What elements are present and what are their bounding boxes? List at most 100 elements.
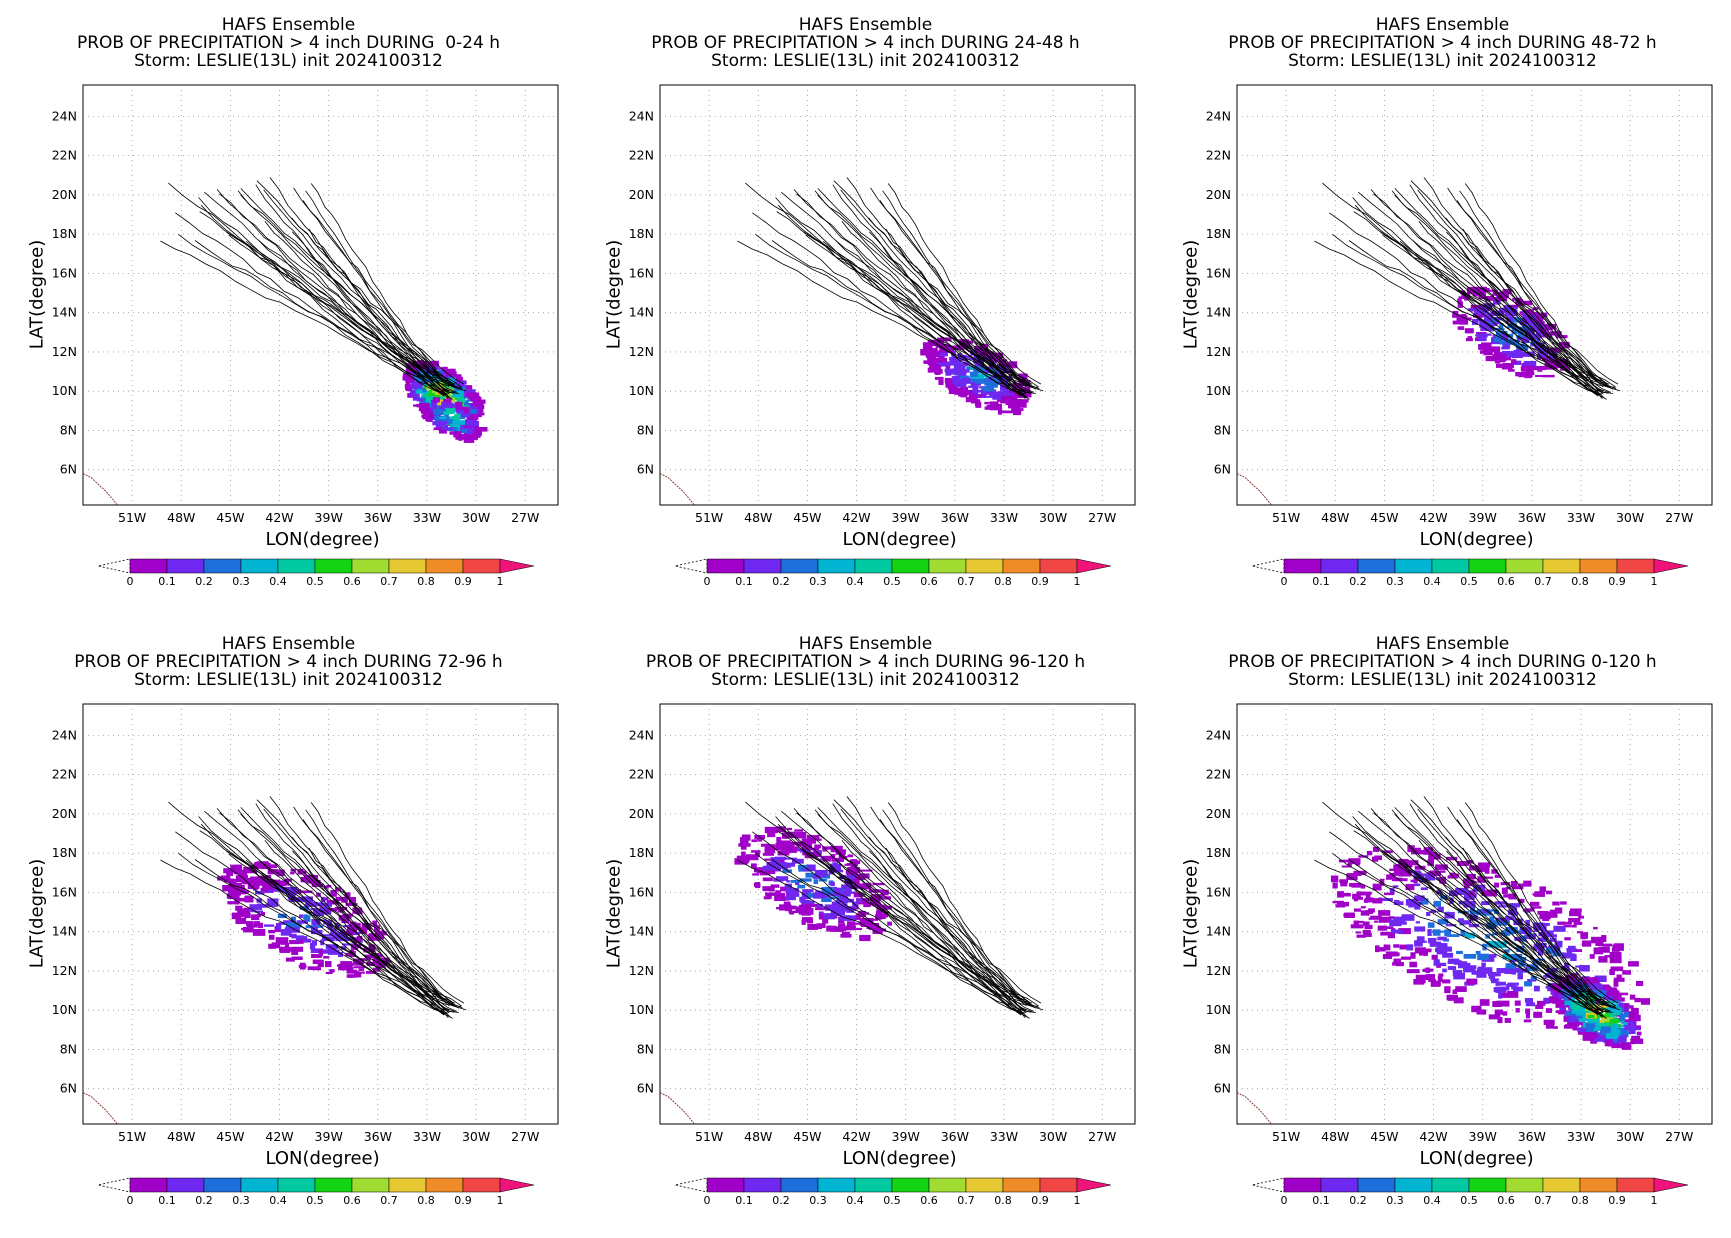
precip-cell — [853, 927, 863, 931]
colorbar-segment — [891, 1177, 930, 1193]
lon-tick-label: 36W — [364, 510, 392, 525]
precip-cell — [922, 342, 933, 350]
precip-cell — [441, 401, 447, 408]
precip-cell — [421, 409, 433, 413]
precip-cell — [1463, 317, 1472, 321]
precip-cell — [1605, 1033, 1618, 1039]
colorbar-segment — [277, 558, 316, 574]
precip-cell — [262, 884, 274, 892]
colorbar-tick-label: 1 — [1651, 575, 1658, 588]
lon-tick-label: 30W — [1616, 1129, 1644, 1144]
precip-cell — [1564, 937, 1571, 941]
track-line — [879, 819, 1027, 1007]
precip-cell — [1481, 967, 1493, 974]
precip-cell — [1413, 979, 1424, 985]
track-line — [781, 191, 1037, 390]
precip-cell — [1587, 1017, 1600, 1023]
precip-cell — [1533, 985, 1540, 992]
precip-cell — [854, 883, 864, 888]
precip-cell — [1517, 973, 1523, 980]
track-line — [160, 859, 461, 1007]
precip-cell — [1591, 936, 1603, 944]
precip-cell — [1544, 934, 1557, 938]
precip-cell — [1365, 894, 1371, 900]
colorbar-segment — [743, 558, 782, 574]
precip-cell — [1558, 999, 1570, 1005]
colorbar-tick-label: 0.2 — [772, 575, 790, 588]
precip-cell — [1511, 970, 1516, 975]
precip-cell — [1594, 975, 1607, 982]
precip-cell — [299, 914, 304, 918]
precip-cell — [1630, 1038, 1644, 1044]
precip-cell — [244, 895, 254, 903]
precip-cell — [1410, 952, 1416, 959]
lon-tick-label: 27W — [511, 510, 539, 525]
precip-cell — [250, 910, 256, 913]
precip-cell — [840, 890, 852, 895]
precip-cell — [1378, 916, 1392, 923]
precip-cell — [1529, 367, 1537, 370]
precip-cell — [1501, 350, 1514, 355]
precip-cell — [319, 934, 333, 937]
precip-cell — [1393, 916, 1402, 923]
precip-cell — [935, 369, 941, 376]
precip-cell — [1592, 989, 1597, 993]
precip-cell — [1466, 330, 1472, 334]
precip-cell — [1498, 991, 1503, 999]
precip-cell — [1566, 947, 1577, 952]
colorbar: 0 0.1 0.2 0.3 0.4 0.5 0.6 0.7 0.8 0.9 1 — [97, 1177, 535, 1207]
precip-cell — [1389, 919, 1402, 927]
precip-cell — [833, 926, 847, 931]
track-line — [796, 193, 1032, 385]
precip-cell — [349, 950, 356, 957]
precip-cell — [433, 409, 447, 414]
precip-cell — [1352, 893, 1361, 900]
colorbar-segment — [780, 1177, 819, 1193]
precip-cell — [806, 864, 816, 872]
colorbar-tick-label: 0.3 — [809, 575, 827, 588]
precip-cell — [1545, 1008, 1552, 1013]
precip-cell — [266, 879, 277, 885]
precip-cell — [1348, 858, 1361, 865]
precip-cell — [1495, 981, 1500, 986]
colorbar-under — [97, 1177, 131, 1193]
precip-cell — [405, 382, 411, 389]
colorbar-tick-label: 0 — [127, 575, 134, 588]
precip-cell — [970, 378, 983, 383]
colorbar-segment — [203, 558, 242, 574]
precip-cell — [872, 918, 879, 921]
precip-cell — [1624, 1025, 1635, 1031]
colorbar-tick-label: 0.4 — [1423, 1194, 1441, 1207]
precip-cell — [228, 886, 241, 894]
colorbar-segment — [1616, 558, 1655, 574]
precip-cell — [1552, 901, 1560, 906]
precip-cell — [1456, 315, 1468, 322]
track-line — [777, 204, 1022, 396]
precip-cell — [1597, 985, 1610, 990]
colorbar-tick-label: 0.6 — [343, 1194, 361, 1207]
precip-cell — [348, 969, 358, 973]
lat-tick-label: 14N — [52, 924, 77, 939]
precip-cell — [845, 898, 855, 903]
precip-cell — [1523, 1019, 1532, 1023]
lat-tick-label: 10N — [629, 1002, 654, 1017]
precip-cell — [938, 356, 945, 360]
colorbar-segment — [388, 558, 427, 574]
precip-cell — [1448, 890, 1458, 897]
precip-cell — [1619, 1018, 1624, 1021]
precip-cell — [1576, 931, 1584, 934]
panel-title-line3: Storm: LESLIE(13L) init 2024100312 — [711, 51, 1020, 71]
precip-cell — [1481, 901, 1490, 905]
precip-cell — [376, 957, 384, 964]
precip-cell — [1572, 1007, 1583, 1013]
precip-cell — [1496, 355, 1502, 360]
coastline — [82, 1092, 118, 1125]
precip-cell — [278, 922, 286, 925]
precip-cell — [368, 944, 375, 949]
track-line — [1354, 823, 1599, 1015]
precip-cell — [1453, 997, 1464, 1004]
precip-cell — [813, 879, 819, 884]
lon-tick-label: 51W — [1272, 1129, 1300, 1144]
precip-cell — [244, 913, 251, 919]
precip-cell — [980, 391, 992, 395]
